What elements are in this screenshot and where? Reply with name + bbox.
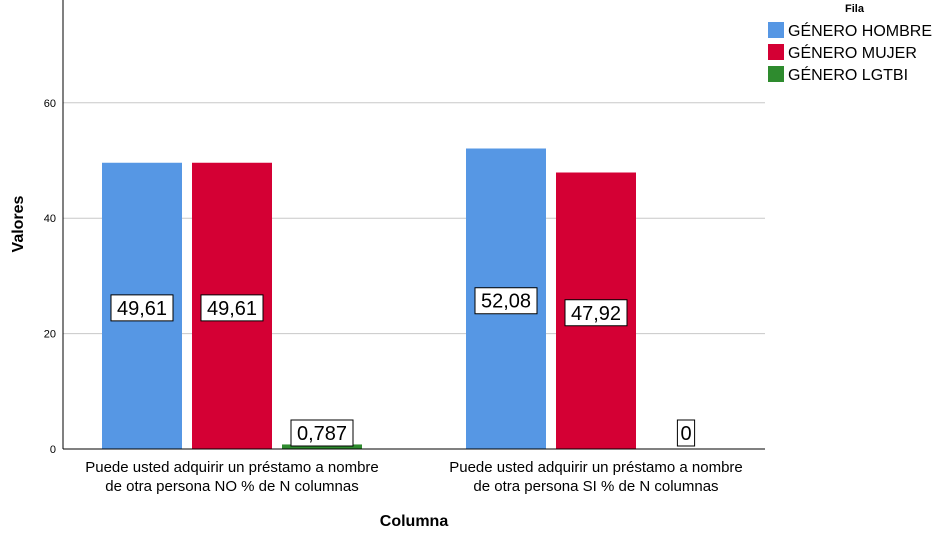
legend-swatch — [768, 44, 784, 60]
legend-swatch — [768, 66, 784, 82]
legend-swatch — [768, 22, 784, 38]
legend-entry: GÉNERO LGTBI — [788, 65, 908, 84]
data-label-box — [200, 294, 264, 322]
y-tick-label: 20 — [44, 329, 56, 341]
category-label: de otra persona SI % de N columnas — [473, 478, 718, 495]
bars — [102, 148, 636, 450]
category-labels: Puede usted adquirir un préstamo a nombr… — [85, 459, 743, 495]
data-label-box — [110, 294, 174, 322]
category-label: de otra persona NO % de N columnas — [105, 478, 358, 495]
category-label: Puede usted adquirir un préstamo a nombr… — [85, 459, 379, 476]
axes — [62, 0, 765, 450]
legend-entry: GÉNERO MUJER — [788, 43, 917, 62]
legend: Fila GÉNERO HOMBRE GÉNERO MUJER GÉNERO LGT… — [768, 3, 932, 84]
data-label-box — [474, 287, 538, 315]
data-labels: 49,61 52,08 49,61 47,92 0,787 0 — [110, 287, 696, 447]
data-label: 52,08 — [481, 291, 531, 313]
data-label: 0 — [680, 423, 691, 445]
y-tick-label: 0 — [50, 444, 56, 456]
data-label-box — [676, 419, 696, 447]
data-label-box — [564, 299, 628, 327]
category-label: Puede usted adquirir un préstamo a nombr… — [449, 459, 743, 476]
y-tick-labels: 0 20 40 60 — [44, 98, 56, 456]
legend-title: Fila — [845, 3, 865, 15]
data-label-box — [290, 419, 354, 447]
legend-entry: GÉNERO HOMBRE — [788, 21, 932, 40]
y-axis-title: Valores — [10, 195, 27, 252]
y-tick-label: 40 — [44, 213, 56, 225]
data-label: 49,61 — [117, 298, 167, 320]
x-axis-title: Columna — [380, 513, 449, 530]
y-tick-label: 60 — [44, 98, 56, 110]
data-label: 47,92 — [571, 303, 621, 325]
data-label: 0,787 — [297, 423, 347, 445]
bar — [282, 444, 362, 449]
data-label: 49,61 — [207, 298, 257, 320]
